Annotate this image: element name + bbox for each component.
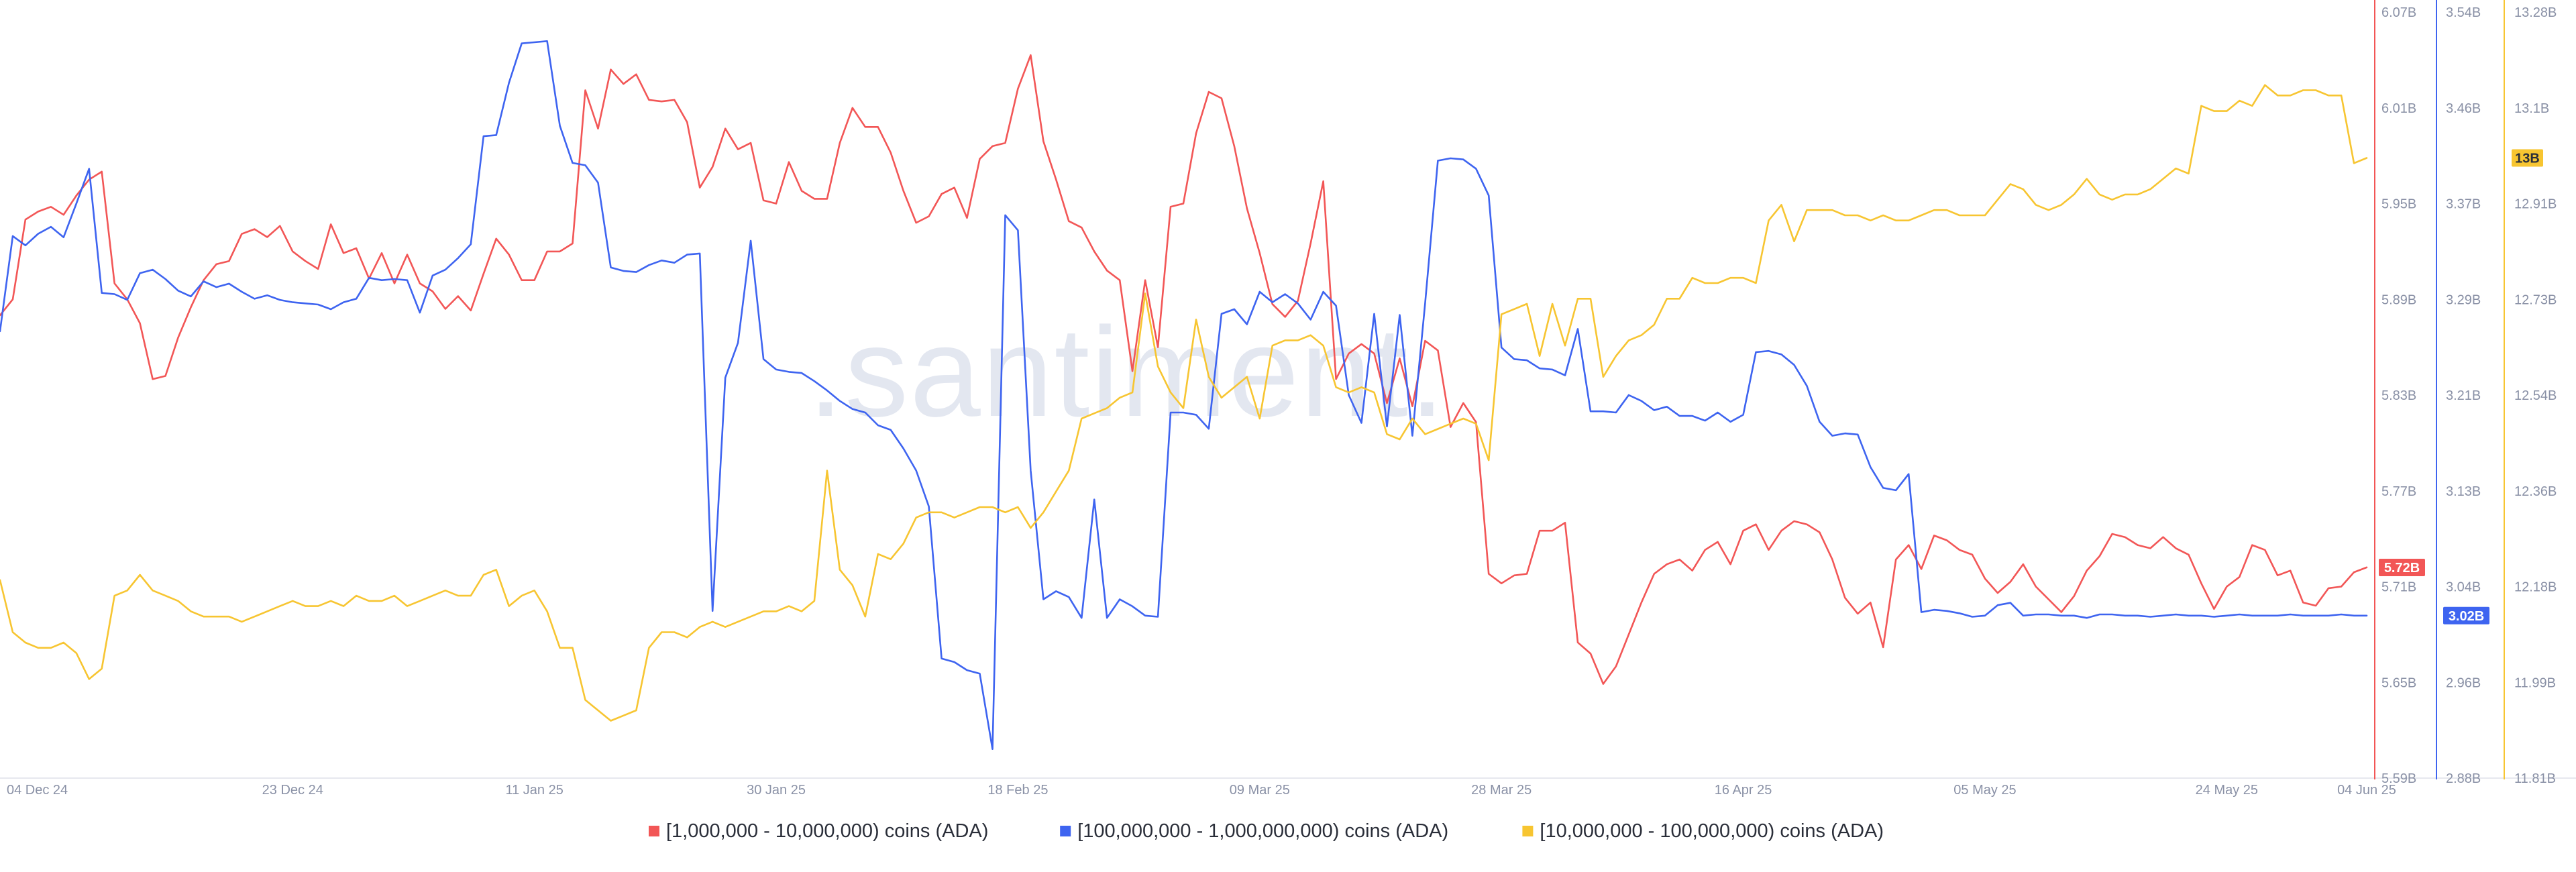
blue-axis-tick-label: 2.88B [2446, 771, 2481, 786]
series-line-red [0, 54, 2368, 685]
blue-axis-tick-label: 3.54B [2446, 5, 2481, 20]
red-axis-tick-label: 5.71B [2381, 580, 2416, 595]
legend-swatch [1522, 826, 1534, 836]
series-line-yellow [0, 84, 2368, 722]
legend-entry: [100,000,000 - 1,000,000,000) coins (ADA… [1077, 820, 1448, 842]
legend-swatch [1060, 826, 1071, 836]
legend-entry: [10,000,000 - 100,000,000) coins (ADA) [1540, 820, 1884, 842]
blue-axis-tick-label: 3.04B [2446, 580, 2481, 595]
yellow-axis-tick-label: 11.81B [2514, 771, 2556, 786]
blue-current-value-badge [2443, 606, 2489, 624]
yellow-axis-tick-label: 13.1B [2514, 101, 2549, 116]
blue-axis-tick-label: 3.13B [2446, 484, 2481, 499]
x-axis-tick-label: 30 Jan 25 [747, 783, 806, 798]
legend-entry: [1,000,000 - 10,000,000) coins (ADA) [666, 820, 988, 842]
legend: [1,000,000 - 10,000,000) coins (ADA) [100… [649, 820, 1884, 842]
red-axis-tick-label: 5.77B [2381, 484, 2416, 499]
yellow-axis-tick-label: 11.99B [2514, 675, 2556, 690]
x-axis-tick-label: 24 May 25 [2196, 783, 2258, 798]
red-current-value-badge [2379, 558, 2425, 576]
yellow-current-value-badge [2512, 149, 2543, 167]
x-axis-tick-label: 23 Dec 24 [262, 783, 323, 798]
yellow-axis-tick-label: 12.73B [2514, 292, 2557, 307]
x-axis-tick-label: 04 Jun 25 [2337, 783, 2396, 798]
legend-swatch [649, 826, 659, 836]
blue-axis-tick-label: 3.37B [2446, 197, 2481, 212]
current-value-badges: 5.72B 3.02B 13B [2379, 149, 2543, 624]
yellow-axis-tick-label: 12.54B [2514, 388, 2557, 403]
red-axis-tick-label: 5.59B [2381, 771, 2416, 786]
watermark-text: .santiment. [808, 301, 1446, 443]
series-line-blue [0, 40, 2368, 750]
series-layer [0, 40, 2368, 750]
blue-axis-tick-label: 3.46B [2446, 101, 2481, 116]
red-axis-tick-label: 6.07B [2381, 5, 2416, 20]
red-current-value-label: 5.72B [2384, 561, 2420, 576]
blue-axis-tick-label: 3.29B [2446, 292, 2481, 307]
red-axis-tick-label: 5.65B [2381, 675, 2416, 690]
yellow-axis-tick-label: 12.36B [2514, 484, 2557, 499]
x-axis-tick-label: 28 Mar 25 [1471, 783, 1532, 798]
x-axis-tick-label: 09 Mar 25 [1230, 783, 1290, 798]
blue-axis-tick-label: 3.21B [2446, 388, 2481, 403]
x-axis-tick-label: 16 Apr 25 [1715, 783, 1772, 798]
yellow-axis-tick-label: 12.18B [2514, 580, 2557, 595]
blue-axis-tick-label: 2.96B [2446, 675, 2481, 690]
axes-layer: 6.07B 6.01B 5.95B 5.89B 5.83B 5.77B 5.71B 5.65B… [0, 0, 2576, 786]
red-axis-tick-label: 5.89B [2381, 292, 2416, 307]
x-axis-tick-label: 05 May 25 [1953, 783, 2016, 798]
red-axis-tick-label: 5.95B [2381, 197, 2416, 212]
x-axis-tick-label: 11 Jan 25 [505, 783, 563, 798]
yellow-axis-tick-label: 13.28B [2514, 5, 2557, 20]
x-axis-tick-label: 18 Feb 25 [987, 783, 1048, 798]
red-axis-tick-label: 6.01B [2381, 101, 2416, 116]
yellow-current-value-label: 13B [2515, 152, 2540, 166]
blue-current-value-label: 3.02B [2449, 609, 2484, 624]
red-axis-tick-label: 5.83B [2381, 388, 2416, 403]
x-axis-ticks: 04 Dec 24 23 Dec 24 11 Jan 25 30 Jan 25 18 F… [7, 783, 2396, 798]
x-axis-tick-label: 04 Dec 24 [7, 783, 68, 798]
yellow-axis-tick-label: 12.91B [2514, 197, 2557, 212]
